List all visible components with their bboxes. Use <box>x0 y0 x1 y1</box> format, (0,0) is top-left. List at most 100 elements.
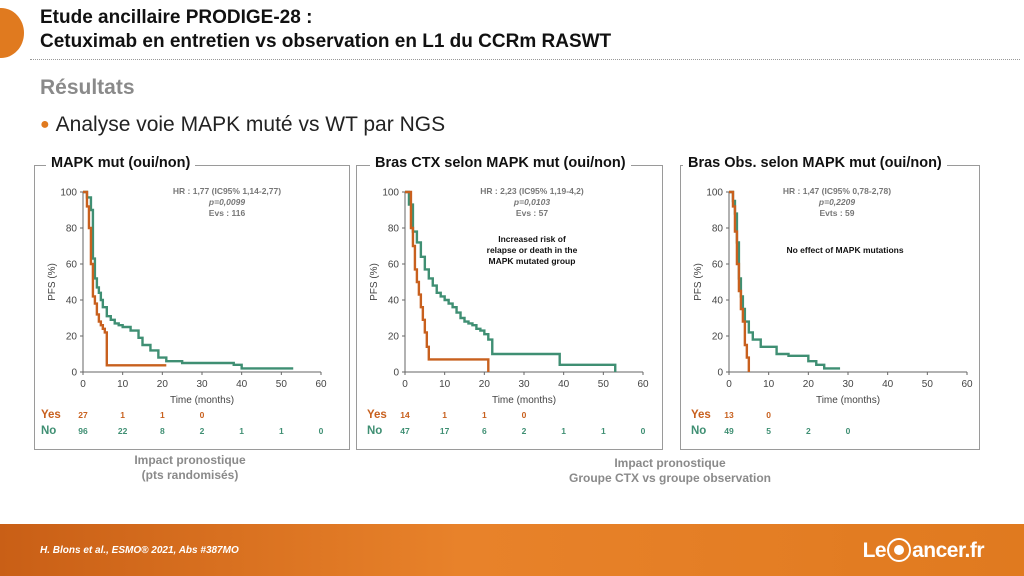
x-tick-label: 30 <box>196 379 208 390</box>
risk-count: 2 <box>806 426 811 436</box>
x-tick-label: 30 <box>842 379 854 390</box>
x-tick-label: 50 <box>598 379 610 390</box>
y-tick-label: 20 <box>712 332 724 343</box>
brand-logo: Le ancer.fr <box>863 538 984 563</box>
stat-line: HR : 2,23 (IC95% 1,19-4,2) <box>480 186 584 196</box>
logo-c-icon <box>887 538 912 562</box>
annotation-line: Increased risk of <box>498 234 566 244</box>
x-axis-label: Time (months) <box>170 395 234 406</box>
km-panel-3-title: Bras Obs. selon MAPK mut (oui/non) <box>683 155 947 171</box>
stat-line: Evs : 116 <box>209 208 246 218</box>
y-tick-label: 80 <box>388 224 400 235</box>
risk-count: 0 <box>641 426 646 436</box>
slide-title-line2: Cetuximab en entretien vs observation en… <box>40 31 612 52</box>
risk-count: 0 <box>846 426 851 436</box>
stat-line: HR : 1,47 (IC95% 0,78-2,78) <box>783 186 891 196</box>
risk-count: 17 <box>440 426 450 436</box>
risk-row-label: No <box>691 425 706 437</box>
risk-row-label: Yes <box>691 409 711 421</box>
x-tick-label: 0 <box>80 379 86 390</box>
y-tick-label: 60 <box>66 260 78 271</box>
x-tick-label: 60 <box>961 379 973 390</box>
km-panel-2-title: Bras CTX selon MAPK mut (oui/non) <box>370 155 631 171</box>
y-tick-label: 100 <box>60 188 77 199</box>
annotation-line: MAPK mutated group <box>489 256 576 266</box>
annotation-line: No effect of MAPK mutations <box>786 245 903 255</box>
slide-accent-tab <box>0 8 24 58</box>
risk-count: 5 <box>766 426 771 436</box>
caption-left-line2: (pts randomisés) <box>141 468 239 482</box>
y-axis-label: PFS (%) <box>369 263 380 301</box>
risk-count: 1 <box>239 426 244 436</box>
y-tick-label: 100 <box>382 188 399 199</box>
caption-left: Impact pronostique (pts randomisés) <box>90 453 290 483</box>
caption-right-line2: Groupe CTX vs groupe observation <box>568 471 772 485</box>
km-curve-no <box>729 190 841 370</box>
risk-count: 0 <box>200 410 205 420</box>
km-panel-1-title: MAPK mut (oui/non) <box>46 155 196 171</box>
y-tick-label: 20 <box>66 332 78 343</box>
risk-row-label: Yes <box>367 409 387 421</box>
footer-citation: H. Blons et al., ESMO® 2021, Abs #387MO <box>40 545 239 556</box>
risk-count: 14 <box>400 410 410 420</box>
y-tick-label: 80 <box>66 224 78 235</box>
risk-count: 96 <box>78 426 88 436</box>
x-axis-label: Time (months) <box>492 395 556 406</box>
x-tick-label: 20 <box>803 379 815 390</box>
x-tick-label: 40 <box>882 379 894 390</box>
km-curve-yes <box>405 190 490 372</box>
x-tick-label: 60 <box>315 379 327 390</box>
km-curve-yes <box>729 190 751 372</box>
risk-count: 13 <box>724 410 734 420</box>
bullet-dot-icon: ● <box>40 116 50 133</box>
y-tick-label: 20 <box>388 332 400 343</box>
stat-line: HR : 1,77 (IC95% 1,14-2,77) <box>173 186 281 196</box>
x-axis-label: Time (months) <box>816 395 880 406</box>
risk-count: 1 <box>279 426 284 436</box>
caption-right-line1: Impact pronostique <box>614 456 726 470</box>
risk-row-label: No <box>367 425 382 437</box>
x-tick-label: 10 <box>117 379 129 390</box>
y-tick-label: 60 <box>712 260 724 271</box>
y-tick-label: 40 <box>388 296 400 307</box>
x-tick-label: 50 <box>276 379 288 390</box>
slide-title-line1: Etude ancillaire PRODIGE-28 : <box>40 7 313 28</box>
risk-count: 6 <box>482 426 487 436</box>
km-curve-no <box>405 190 617 372</box>
annotation-line: relapse or death in the <box>487 245 578 255</box>
x-tick-label: 10 <box>439 379 451 390</box>
title-divider <box>30 59 1020 60</box>
logo-text-end: ancer.fr <box>912 539 984 562</box>
x-tick-label: 20 <box>157 379 169 390</box>
risk-count: 1 <box>482 410 487 420</box>
x-tick-label: 60 <box>637 379 649 390</box>
risk-count: 27 <box>78 410 88 420</box>
risk-count: 0 <box>522 410 527 420</box>
risk-count: 1 <box>160 410 165 420</box>
y-tick-label: 0 <box>71 368 77 379</box>
risk-count: 8 <box>160 426 165 436</box>
stat-line: p=0,2209 <box>818 197 855 207</box>
risk-count: 49 <box>724 426 734 436</box>
risk-count: 1 <box>120 410 125 420</box>
stat-line: Evs : 57 <box>516 208 548 218</box>
bullet-text: Analyse voie MAPK muté vs WT par NGS <box>55 113 446 136</box>
footer-bar <box>0 524 1024 576</box>
risk-count: 1 <box>601 426 606 436</box>
x-tick-label: 40 <box>236 379 248 390</box>
section-heading: Résultats <box>40 76 135 99</box>
y-tick-label: 100 <box>706 188 723 199</box>
km-curve-no <box>83 190 294 370</box>
x-tick-label: 10 <box>763 379 775 390</box>
y-tick-label: 0 <box>717 368 723 379</box>
bullet-point: ● Analyse voie MAPK muté vs WT par NGS <box>40 113 445 137</box>
risk-count: 22 <box>118 426 128 436</box>
km-panel-2: 0 20 40 60 80 100 0 10 20 30 40 50 60 Time (months) PF… <box>356 165 663 450</box>
km-panel-3: 0 20 40 60 80 100 0 10 20 30 40 50 60 Time (months) PF… <box>680 165 980 450</box>
x-tick-label: 0 <box>402 379 408 390</box>
risk-count: 1 <box>561 426 566 436</box>
caption-left-line1: Impact pronostique <box>134 453 246 467</box>
y-tick-label: 40 <box>66 296 78 307</box>
km-panel-1: 0 20 40 60 80 100 0 10 20 30 40 50 60 Time (months) PF… <box>34 165 350 450</box>
